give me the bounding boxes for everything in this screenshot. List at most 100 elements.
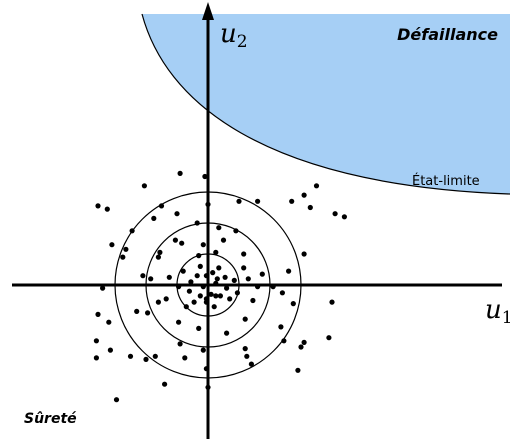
sample-point bbox=[205, 201, 211, 207]
sample-point bbox=[227, 296, 233, 302]
sample-point bbox=[176, 319, 182, 325]
sample-point bbox=[145, 310, 151, 316]
failure-region bbox=[142, 14, 510, 194]
sample-point bbox=[186, 288, 192, 294]
sample-point bbox=[259, 271, 265, 277]
sample-point bbox=[151, 215, 157, 221]
sample-point bbox=[143, 356, 149, 362]
sample-point bbox=[241, 251, 247, 257]
sample-point bbox=[214, 276, 220, 282]
sample-point bbox=[196, 325, 202, 331]
sample-point bbox=[183, 304, 189, 310]
sample-point bbox=[95, 203, 101, 209]
sample-point bbox=[157, 249, 163, 255]
sample-point bbox=[188, 279, 194, 285]
sample-point bbox=[200, 242, 206, 248]
sample-point bbox=[213, 280, 219, 286]
failure-region-label: Défaillance bbox=[397, 25, 498, 44]
sample-point bbox=[100, 285, 106, 291]
sample-point bbox=[326, 335, 332, 341]
sample-point bbox=[332, 211, 338, 217]
sample-point bbox=[200, 284, 206, 290]
sample-point bbox=[281, 338, 287, 344]
sample-point bbox=[255, 284, 261, 290]
sample-point bbox=[224, 285, 230, 291]
sample-point bbox=[109, 242, 115, 248]
sample-point bbox=[208, 291, 214, 297]
sample-point bbox=[289, 198, 295, 204]
sample-point bbox=[166, 274, 172, 280]
limit-state-label: État-limite bbox=[412, 173, 480, 189]
sample-point bbox=[93, 355, 99, 361]
sample-point bbox=[191, 299, 197, 305]
sample-point bbox=[113, 397, 120, 403]
sample-point bbox=[301, 251, 307, 257]
sample-point bbox=[250, 297, 256, 304]
sample-point bbox=[301, 339, 307, 345]
sample-point bbox=[196, 253, 202, 259]
sample-point bbox=[236, 198, 242, 204]
sample-point bbox=[242, 346, 248, 352]
sample-point bbox=[141, 183, 147, 189]
sample-point bbox=[278, 324, 284, 330]
sample-point bbox=[174, 211, 180, 217]
sample-point bbox=[155, 254, 161, 260]
sample-point bbox=[180, 268, 186, 274]
sample-point bbox=[329, 299, 335, 305]
sample-point bbox=[177, 170, 183, 176]
sample-point bbox=[234, 290, 240, 296]
sample-point bbox=[95, 311, 101, 317]
sample-point bbox=[194, 220, 200, 226]
sample-point bbox=[213, 249, 219, 255]
sample-point bbox=[107, 347, 113, 353]
sample-point bbox=[205, 384, 211, 390]
sample-point bbox=[307, 204, 313, 211]
u1-axis-label: u1 bbox=[485, 295, 510, 328]
sample-point bbox=[155, 299, 161, 305]
sample-point bbox=[176, 284, 182, 290]
sample-point bbox=[140, 273, 146, 279]
sample-point bbox=[245, 276, 251, 282]
sample-point bbox=[194, 273, 200, 279]
sample-point bbox=[216, 225, 222, 231]
sample-point bbox=[313, 183, 320, 189]
sample-point bbox=[233, 228, 239, 234]
sample-point bbox=[298, 344, 304, 350]
sample-point bbox=[290, 301, 296, 307]
sample-point bbox=[211, 304, 217, 310]
limit-state-curve bbox=[141, 13, 510, 195]
sample-point bbox=[213, 293, 219, 299]
sample-point bbox=[152, 353, 158, 359]
sample-point bbox=[120, 254, 126, 260]
sample-point bbox=[203, 273, 209, 279]
sample-point bbox=[93, 338, 99, 344]
sample-point bbox=[255, 198, 261, 204]
sample-point bbox=[172, 237, 178, 243]
sample-point bbox=[241, 265, 247, 271]
sample-point bbox=[200, 347, 206, 353]
sample-point bbox=[203, 366, 209, 372]
sample-point bbox=[341, 214, 347, 220]
sample-point bbox=[231, 277, 237, 283]
sample-point bbox=[224, 330, 230, 336]
sample-point bbox=[270, 284, 276, 290]
sample-point bbox=[202, 173, 208, 180]
sample-point bbox=[163, 296, 169, 302]
sample-point bbox=[197, 293, 203, 299]
sample-point bbox=[182, 355, 188, 361]
sample-point bbox=[244, 353, 250, 359]
sample-point bbox=[242, 316, 248, 322]
sample-point bbox=[286, 268, 292, 274]
sample-point bbox=[197, 263, 203, 269]
u2-axis-arrowhead bbox=[202, 2, 214, 20]
sample-points bbox=[93, 170, 347, 403]
safe-region-label: Sûreté bbox=[24, 411, 77, 427]
sample-point bbox=[127, 353, 134, 359]
sample-point bbox=[301, 192, 307, 198]
sample-point bbox=[248, 361, 254, 367]
sample-point bbox=[210, 270, 216, 276]
sample-point bbox=[177, 341, 183, 347]
u2-axis-label: u2 bbox=[220, 19, 248, 52]
